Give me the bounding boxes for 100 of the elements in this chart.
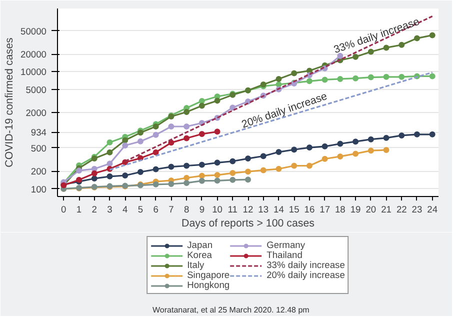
point	[198, 162, 205, 168]
y-tick-label: 50000	[20, 26, 47, 36]
point	[198, 131, 205, 138]
x-tick-label: 19	[350, 204, 361, 214]
x-tick-label: 1	[76, 204, 82, 214]
x-tick-label: 11	[228, 204, 238, 214]
point	[337, 52, 344, 59]
y-tick-label: 2000	[26, 108, 47, 118]
x-tick-label: 8	[184, 204, 190, 214]
point	[184, 109, 190, 116]
point	[106, 139, 113, 146]
point	[260, 153, 266, 160]
text: Woratanarat, et al 25 March 2020. 12.48 pm	[152, 306, 310, 314]
y-tick-label: 5000	[26, 84, 47, 95]
point	[306, 144, 312, 151]
legend-label: Germany	[266, 240, 305, 250]
legend-label: Italy	[187, 260, 206, 270]
legend-label: Korea	[187, 250, 212, 260]
x-tick-label: 12	[242, 204, 254, 214]
point	[398, 74, 405, 80]
point	[306, 78, 312, 84]
x-tick-label: 0	[61, 204, 66, 214]
point	[368, 48, 374, 55]
point	[352, 138, 359, 145]
point	[230, 158, 236, 164]
legend-label: Singapore	[187, 270, 230, 280]
point	[106, 173, 113, 180]
point	[414, 131, 420, 138]
x-tick-label: 6	[153, 204, 158, 214]
point	[152, 166, 159, 172]
point	[291, 162, 298, 169]
point	[184, 174, 190, 181]
y-tick-label: 10000	[20, 67, 47, 78]
point	[276, 76, 282, 82]
x-tick-label: 24	[427, 204, 438, 214]
x-tick-label: 15	[288, 204, 300, 214]
x-tick-label: 20	[366, 204, 376, 214]
point	[245, 176, 251, 183]
y-tick-label: 20000	[20, 50, 47, 60]
point	[137, 138, 144, 144]
point	[398, 42, 405, 48]
point	[137, 168, 144, 175]
point	[230, 104, 236, 111]
point	[352, 75, 359, 82]
point	[429, 32, 436, 38]
x-tick-label: 13	[258, 204, 269, 214]
point	[383, 134, 390, 141]
point	[214, 178, 220, 184]
point	[322, 156, 328, 162]
point	[398, 132, 405, 138]
y-tick-label: 100	[30, 184, 47, 194]
point	[184, 180, 190, 186]
x-tick-label: 17	[320, 204, 330, 214]
point	[198, 172, 205, 179]
x-tick-label: 14	[274, 204, 284, 214]
point	[184, 124, 190, 130]
point	[383, 146, 390, 153]
point	[122, 137, 128, 144]
y-tick-label: 500	[30, 143, 47, 154]
point	[122, 142, 128, 148]
point	[245, 156, 251, 162]
point	[152, 124, 159, 130]
point	[337, 76, 344, 82]
point	[429, 73, 436, 80]
annotation: 33% daily increase	[332, 16, 421, 56]
point	[122, 172, 128, 178]
legend-label: Hongkong	[187, 280, 230, 290]
point	[368, 148, 374, 154]
point	[168, 140, 174, 146]
point	[106, 160, 113, 167]
point	[260, 167, 266, 174]
x-tick-label: 18	[334, 204, 346, 214]
point	[184, 162, 190, 169]
point	[322, 76, 328, 83]
y-tick-label: 934	[30, 128, 47, 138]
point	[198, 178, 205, 184]
point	[352, 150, 359, 157]
point	[383, 44, 390, 51]
point	[352, 54, 359, 60]
point	[306, 162, 312, 169]
point	[168, 124, 174, 130]
point	[337, 153, 344, 160]
point	[291, 70, 298, 76]
x-tick-label: 2	[92, 204, 97, 214]
legend-label: Japan	[187, 240, 213, 250]
legend-label: 20% daily increase	[266, 270, 345, 280]
x-tick-label: 10	[212, 204, 222, 214]
x-tick-label: 7	[168, 204, 174, 214]
point	[322, 143, 328, 150]
x-tick-label: 4	[122, 204, 128, 214]
point	[230, 176, 236, 183]
point	[276, 166, 282, 172]
legend-label: Thailand	[266, 250, 302, 260]
x-tick-label: 3	[107, 204, 112, 214]
y-tick-label: 200	[30, 166, 47, 177]
point	[429, 131, 436, 138]
point	[198, 102, 205, 109]
point	[368, 136, 374, 142]
point	[230, 170, 236, 176]
point	[214, 98, 220, 104]
